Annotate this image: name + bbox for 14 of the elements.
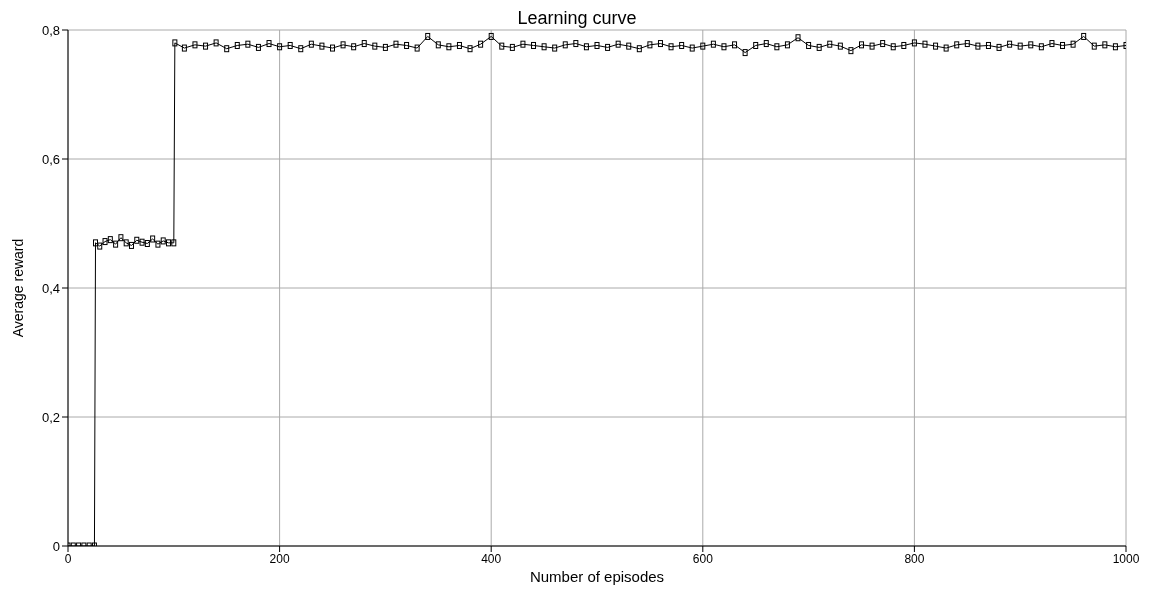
- chart-title: Learning curve: [517, 8, 637, 28]
- x-tick-label: 600: [692, 551, 714, 566]
- y-tick-label: 0,4: [41, 280, 60, 296]
- y-tick-label: 0,8: [41, 22, 60, 38]
- x-tick-label: 0: [64, 551, 72, 566]
- x-tick-label: 1000: [1112, 551, 1140, 566]
- x-axis-title: Number of episodes: [529, 568, 665, 585]
- x-tick-label: 200: [269, 551, 290, 566]
- y-tick-label: 0,6: [41, 151, 60, 167]
- y-tick-label: 0: [52, 538, 60, 554]
- y-axis-title: Average reward: [9, 238, 26, 338]
- y-tick-label: 0,2: [41, 409, 60, 425]
- x-tick-label: 400: [481, 551, 502, 566]
- x-tick-label: 800: [904, 551, 925, 566]
